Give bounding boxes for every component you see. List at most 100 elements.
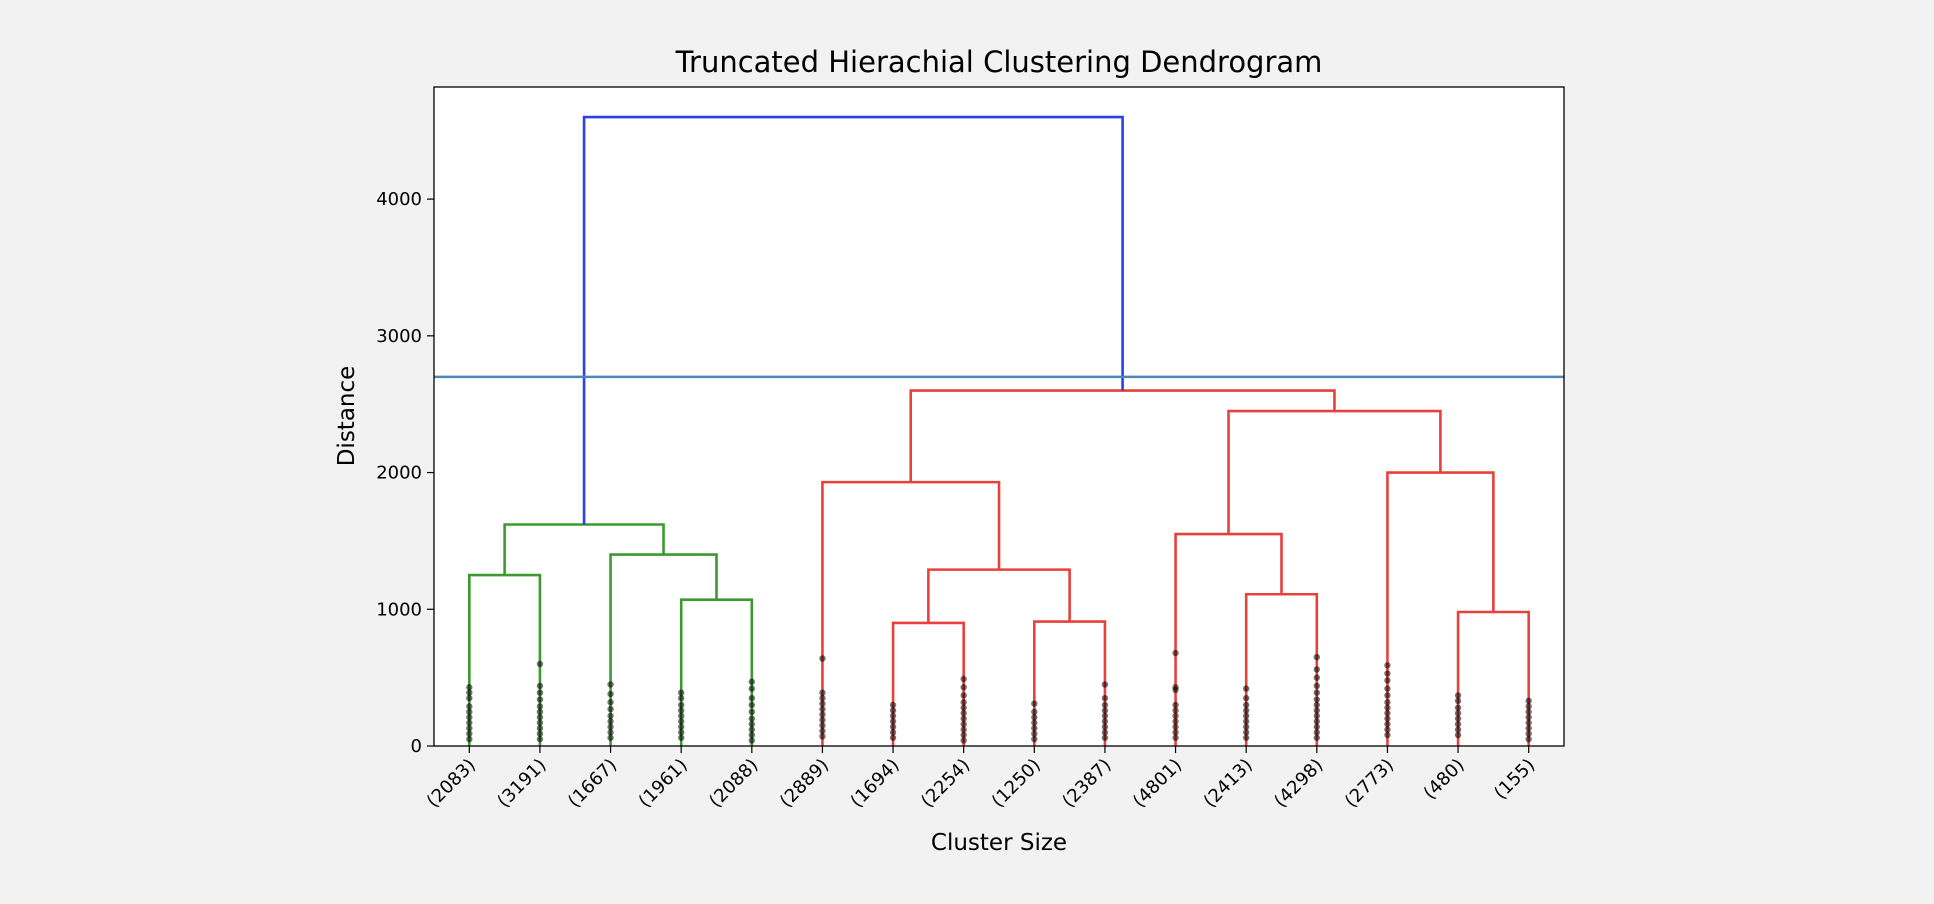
leaf-dot bbox=[1454, 720, 1462, 728]
y-tick-label: 0 bbox=[411, 736, 422, 757]
leaf-dot bbox=[748, 685, 756, 692]
leaf-dot bbox=[466, 730, 473, 737]
x-tick-label: (2413) bbox=[1200, 755, 1257, 812]
leaf-dot bbox=[1031, 719, 1038, 726]
leaf-dot bbox=[1384, 692, 1391, 699]
leaf-dot bbox=[536, 696, 544, 703]
leaf-dot bbox=[889, 729, 897, 736]
leaf-dot bbox=[889, 723, 897, 731]
leaf-dot bbox=[677, 707, 685, 714]
leaf-dot bbox=[466, 735, 473, 743]
leaf-dot bbox=[819, 733, 826, 740]
leaf-dot bbox=[1384, 677, 1391, 684]
leaf-dot bbox=[748, 720, 756, 728]
leaf-dot bbox=[960, 675, 967, 683]
leaf-dot bbox=[1313, 696, 1321, 703]
leaf-dot bbox=[819, 700, 826, 707]
leaf-dot bbox=[1313, 701, 1321, 709]
leaf-dot bbox=[1172, 734, 1179, 741]
x-tick-label: (4801) bbox=[1129, 755, 1186, 812]
leaf-dot bbox=[1454, 715, 1462, 722]
leaf-dot bbox=[1313, 674, 1321, 681]
leaf-dot bbox=[1384, 731, 1391, 739]
leaf-dot bbox=[1454, 726, 1462, 733]
leaf-dot bbox=[1384, 670, 1391, 677]
leaf-dot bbox=[960, 726, 967, 733]
leaf-dot bbox=[607, 699, 614, 706]
plot-area bbox=[434, 87, 1564, 746]
x-tick-label: (1694) bbox=[846, 755, 903, 812]
leaf-dot bbox=[1384, 709, 1391, 717]
leaf-dot bbox=[1313, 729, 1321, 736]
leaf-dot bbox=[1101, 707, 1109, 714]
leaf-dot bbox=[1525, 708, 1532, 716]
leaf-dot bbox=[536, 730, 544, 737]
leaf-dot bbox=[748, 678, 756, 685]
leaf-dot bbox=[607, 734, 614, 741]
leaf-dot bbox=[889, 734, 897, 741]
leaf-dot bbox=[1313, 734, 1321, 741]
leaf-dot bbox=[677, 712, 685, 720]
leaf-dot bbox=[1172, 686, 1179, 694]
leaf-dot bbox=[819, 705, 826, 713]
leaf-dot bbox=[1384, 662, 1391, 669]
leaf-dot bbox=[1101, 718, 1109, 725]
leaf-dot bbox=[677, 734, 685, 741]
leaf-dot bbox=[889, 701, 897, 709]
leaf-dot bbox=[1031, 700, 1038, 707]
leaf-dot bbox=[889, 712, 897, 720]
leaf-dot bbox=[536, 682, 544, 690]
leaf-dot bbox=[466, 694, 473, 702]
leaf-dot bbox=[960, 709, 967, 717]
leaf-dot bbox=[536, 708, 544, 716]
leaf-dot bbox=[677, 718, 685, 725]
leaf-dot bbox=[819, 711, 826, 718]
leaf-dot bbox=[1313, 718, 1321, 725]
leaf-dot bbox=[960, 715, 967, 722]
leaf-dot bbox=[607, 718, 614, 725]
leaf-dot bbox=[466, 703, 473, 710]
leaf-dot bbox=[748, 737, 756, 744]
x-axis-label: Cluster Size bbox=[931, 830, 1067, 856]
leaf-dot bbox=[536, 725, 544, 732]
leaf-dot bbox=[1384, 704, 1391, 711]
x-tick-label: (2387) bbox=[1058, 755, 1115, 812]
leaf-dot bbox=[819, 689, 826, 696]
leaf-dot bbox=[466, 689, 473, 696]
x-tick-label: (3191) bbox=[493, 755, 550, 812]
leaf-dot bbox=[677, 701, 685, 709]
leaf-dot bbox=[607, 729, 614, 736]
leaf-dot bbox=[1172, 729, 1179, 736]
x-tick-label: (2773) bbox=[1341, 755, 1398, 812]
leaf-dot bbox=[1172, 707, 1179, 714]
y-tick-label: 4000 bbox=[376, 189, 422, 210]
leaf-dot bbox=[1242, 707, 1250, 714]
leaf-dot bbox=[466, 714, 473, 721]
leaf-dot bbox=[466, 719, 473, 726]
leaf-dot bbox=[1101, 729, 1109, 736]
leaf-dot bbox=[1242, 712, 1250, 720]
leaf-dot bbox=[1454, 704, 1462, 711]
leaf-dot bbox=[1384, 726, 1391, 733]
leaf-dot bbox=[1242, 694, 1250, 702]
leaf-dot bbox=[1172, 712, 1179, 720]
dendrogram-link bbox=[582, 115, 1124, 525]
leaf-dot bbox=[748, 694, 756, 702]
leaf-dot bbox=[1454, 731, 1462, 739]
leaf-dot bbox=[677, 689, 685, 696]
leaf-dot bbox=[1031, 714, 1038, 721]
leaf-dot bbox=[607, 723, 614, 731]
leaf-dot bbox=[748, 701, 756, 709]
leaf-dot bbox=[1525, 697, 1532, 705]
leaf-dot bbox=[1101, 723, 1109, 731]
leaf-dot bbox=[1172, 718, 1179, 725]
leaf-dot bbox=[1313, 689, 1321, 696]
leaf-dot bbox=[536, 703, 544, 710]
leaf-dot bbox=[1525, 703, 1532, 710]
x-tick-label: (2889) bbox=[776, 755, 833, 812]
leaf-dot bbox=[748, 715, 756, 722]
leaf-dot bbox=[960, 737, 967, 744]
plot-frame bbox=[433, 86, 1565, 747]
leaf-dot bbox=[1031, 730, 1038, 737]
leaf-dot bbox=[1313, 723, 1321, 731]
